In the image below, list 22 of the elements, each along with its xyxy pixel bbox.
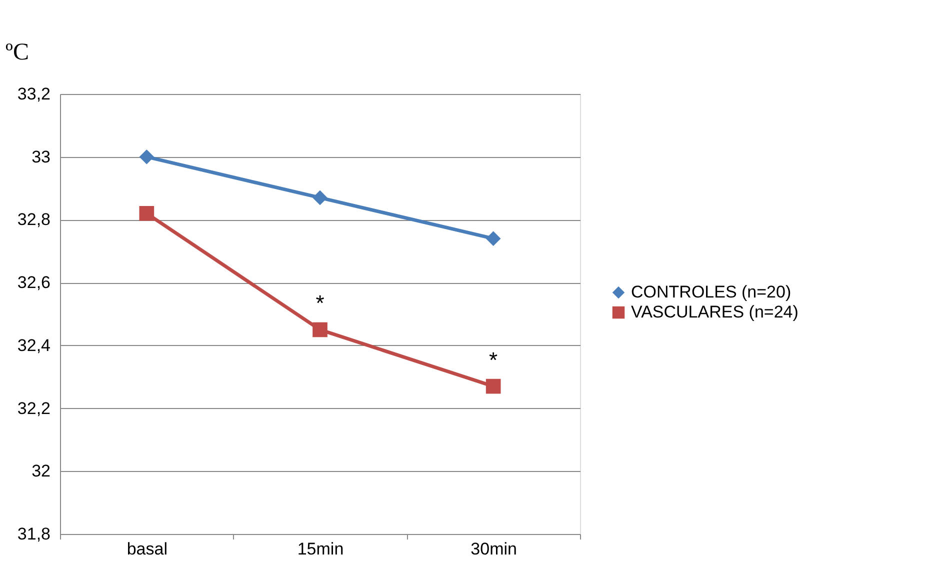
point bbox=[486, 378, 501, 394]
y-tick-label: 33,2 bbox=[17, 84, 50, 104]
y-tick-label: 32,2 bbox=[17, 398, 50, 418]
point bbox=[312, 322, 328, 338]
legend-label: CONTROLES (n=20) bbox=[631, 282, 792, 302]
x-tick-label: basal bbox=[126, 540, 168, 558]
y-tick-label: 32,8 bbox=[17, 210, 50, 230]
y-tick-label: 32,4 bbox=[17, 336, 50, 355]
y-tick-label: 32,6 bbox=[17, 273, 50, 292]
y-tick-label: 31,8 bbox=[17, 524, 50, 544]
annotation: * bbox=[316, 290, 325, 316]
y-tick-label: 32 bbox=[32, 462, 50, 481]
point bbox=[139, 206, 154, 221]
annotation: * bbox=[489, 347, 498, 372]
point bbox=[486, 231, 501, 246]
legend-label: VASCULARES (n=24) bbox=[631, 302, 798, 322]
point bbox=[139, 149, 154, 164]
x-tick-label: 30min bbox=[470, 540, 517, 558]
x-tick-label: 15min bbox=[297, 540, 344, 558]
y-axis-title: ºC bbox=[6, 40, 29, 66]
y-tick-label: 33 bbox=[32, 147, 50, 166]
point bbox=[312, 190, 328, 206]
